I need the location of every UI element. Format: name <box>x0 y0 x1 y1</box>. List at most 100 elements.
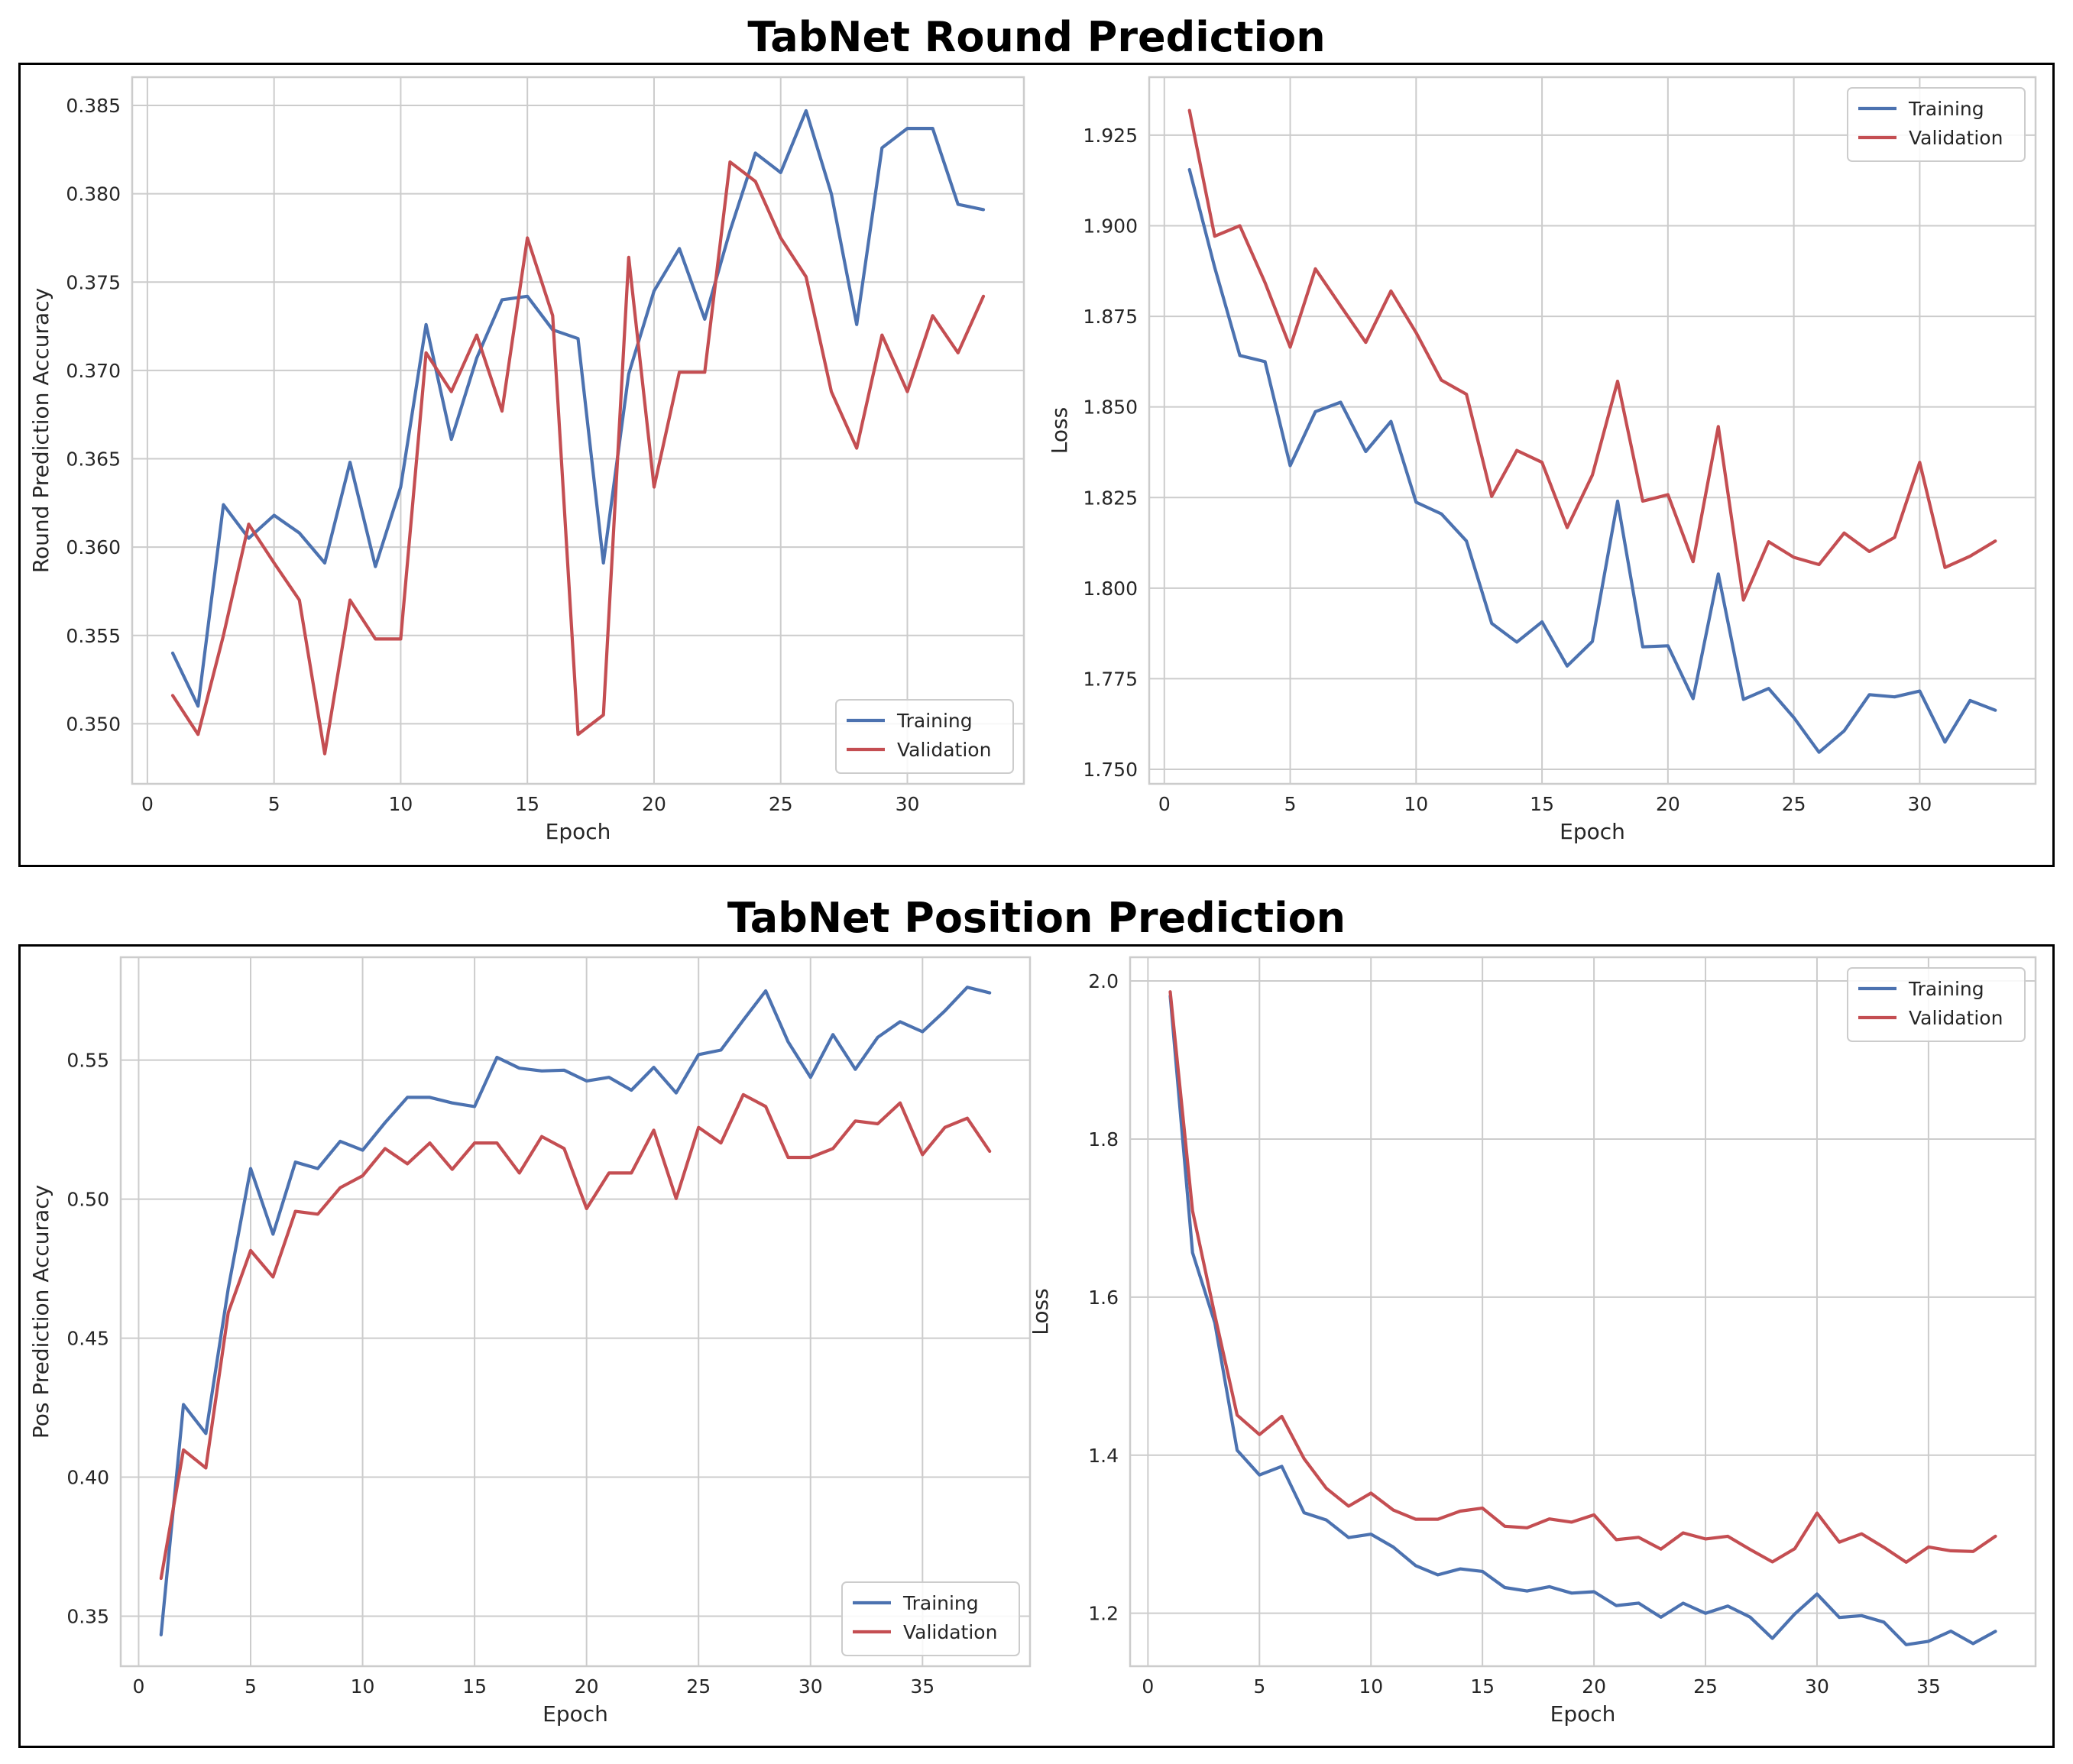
y-tick-label: 0.45 <box>66 1328 109 1350</box>
legend-label-validation: Validation <box>897 739 991 761</box>
x-axis-label: Epoch <box>546 819 611 844</box>
legend-label-training: Training <box>1908 978 1984 1000</box>
plot-frame <box>119 956 1032 1668</box>
plot-frame <box>1129 956 2037 1668</box>
x-tick-label: 15 <box>462 1675 487 1698</box>
x-tick-label: 25 <box>686 1675 711 1698</box>
y-tick-label: 0.35 <box>66 1605 109 1627</box>
x-tick-label: 5 <box>268 793 280 815</box>
y-axis-label: Round Prediction Accuracy <box>28 288 53 573</box>
legend-label-validation: Validation <box>903 1621 997 1643</box>
y-axis-label: Loss <box>1028 1288 1053 1335</box>
x-tick-label: 10 <box>351 1675 375 1698</box>
y-tick-label: 1.825 <box>1083 487 1138 509</box>
x-tick-label: 25 <box>1782 793 1806 815</box>
y-tick-label: 0.350 <box>66 713 121 735</box>
y-tick-label: 1.6 <box>1088 1287 1119 1309</box>
x-tick-label: 0 <box>141 793 154 815</box>
legend-box <box>1847 967 2026 1042</box>
x-tick-label: 10 <box>1359 1675 1383 1698</box>
y-tick-label: 0.40 <box>66 1467 109 1489</box>
y-tick-label: 0.385 <box>66 95 121 117</box>
x-axis-label: Epoch <box>543 1701 608 1727</box>
y-axis-label: Loss <box>1047 407 1072 454</box>
legend-label-validation: Validation <box>1909 1007 2003 1029</box>
legend-box <box>841 1581 1020 1656</box>
x-tick-label: 5 <box>1284 793 1297 815</box>
series-line-validation <box>1187 108 1997 602</box>
x-tick-label: 30 <box>896 793 920 815</box>
section-frame-position <box>18 944 2055 1748</box>
y-tick-label: 1.8 <box>1088 1128 1119 1151</box>
series-line-validation <box>1168 990 1997 1565</box>
y-tick-label: 0.360 <box>66 536 121 558</box>
y-tick-label: 0.380 <box>66 183 121 206</box>
y-tick-label: 1.4 <box>1088 1445 1119 1467</box>
legend-label-validation: Validation <box>1909 127 2003 149</box>
y-tick-label: 0.55 <box>66 1050 109 1072</box>
legend-label-training: Training <box>1908 98 1984 120</box>
x-tick-label: 35 <box>1916 1675 1941 1698</box>
x-tick-label: 15 <box>515 793 539 815</box>
x-tick-label: 10 <box>389 793 413 815</box>
series-line-training <box>1187 167 1997 754</box>
plot-frame <box>1148 76 2037 785</box>
legend-box <box>1847 87 2026 162</box>
y-tick-label: 1.800 <box>1083 578 1138 600</box>
y-tick-label: 1.925 <box>1083 125 1138 147</box>
y-tick-label: 0.50 <box>66 1189 109 1211</box>
legend-box <box>835 699 1014 774</box>
x-tick-label: 30 <box>798 1675 823 1698</box>
x-tick-label: 15 <box>1530 793 1554 815</box>
y-tick-label: 0.370 <box>66 360 121 382</box>
x-tick-label: 15 <box>1470 1675 1495 1698</box>
y-tick-label: 1.2 <box>1088 1603 1119 1625</box>
x-tick-label: 0 <box>1158 793 1171 815</box>
y-tick-label: 1.775 <box>1083 668 1138 690</box>
x-tick-label: 20 <box>1656 793 1680 815</box>
chart-1: 0 5 10 15 20 25 30 0.350 0.355 0.360 0.365 0.370 0.3… <box>28 76 1025 844</box>
legend: Training Validation <box>841 1581 1020 1656</box>
legend-label-training: Training <box>902 1592 979 1614</box>
legend: Training Validation <box>1847 967 2026 1042</box>
section-title-position: TabNet Position Prediction <box>727 894 1346 942</box>
x-tick-label: 30 <box>1805 1675 1829 1698</box>
series-line-validation <box>159 1092 992 1581</box>
x-tick-label: 25 <box>769 793 793 815</box>
y-axis-label: Pos Prediction Accuracy <box>28 1185 53 1439</box>
x-tick-label: 0 <box>132 1675 144 1698</box>
y-tick-label: 0.355 <box>66 625 121 647</box>
x-tick-label: 35 <box>910 1675 934 1698</box>
x-tick-label: 10 <box>1404 793 1428 815</box>
legend: Training Validation <box>835 699 1014 774</box>
x-tick-label: 20 <box>575 1675 599 1698</box>
legend: Training Validation <box>1847 87 2026 162</box>
x-tick-label: 30 <box>1908 793 1932 815</box>
chart-4: 0 5 10 15 20 25 30 35 1.2 1.4 1.6 1.8 2.0 Epoch Loss Tr… <box>1028 956 2037 1727</box>
x-tick-label: 5 <box>245 1675 257 1698</box>
series-line-training <box>170 108 986 708</box>
x-tick-label: 20 <box>1582 1675 1606 1698</box>
plot-frame <box>131 76 1025 785</box>
section-title-round: TabNet Round Prediction <box>747 13 1326 61</box>
section-frame-round <box>18 63 2055 867</box>
series-line-validation <box>170 160 986 756</box>
series-line-training <box>159 986 992 1636</box>
x-axis-label: Epoch <box>1550 1701 1616 1727</box>
y-tick-label: 1.900 <box>1083 215 1138 237</box>
y-tick-label: 1.875 <box>1083 306 1138 328</box>
x-axis-label: Epoch <box>1560 819 1625 844</box>
y-tick-label: 0.365 <box>66 448 121 471</box>
y-tick-label: 1.750 <box>1083 759 1138 781</box>
legend-label-training: Training <box>896 710 973 732</box>
series-line-training <box>1168 994 1997 1646</box>
x-tick-label: 25 <box>1693 1675 1718 1698</box>
x-tick-label: 0 <box>1142 1675 1154 1698</box>
y-tick-label: 2.0 <box>1088 970 1119 992</box>
chart-3: 0 5 10 15 20 25 30 35 0.35 0.40 0.45 0.50 0.55 Epoch P… <box>28 956 1032 1727</box>
x-tick-label: 5 <box>1253 1675 1265 1698</box>
chart-2: 0 5 10 15 20 25 30 1.750 1.775 1.800 1.825 1.850 1.8… <box>1047 76 2037 844</box>
y-tick-label: 1.850 <box>1083 396 1138 419</box>
x-tick-label: 20 <box>642 793 666 815</box>
